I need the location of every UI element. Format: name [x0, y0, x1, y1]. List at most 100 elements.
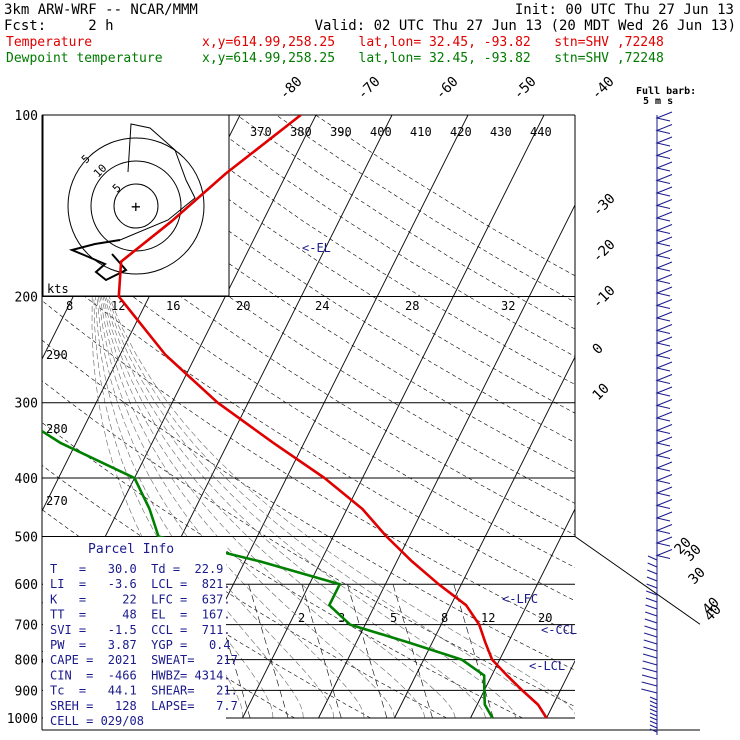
- moist-adiabat: [107, 296, 547, 719]
- wind-barb: [655, 374, 673, 384]
- wind-barb: [644, 618, 658, 624]
- temperature-tick: -80: [277, 74, 306, 103]
- parcel-row: CELL = 029/08: [50, 714, 144, 728]
- wind-barb: [642, 667, 658, 673]
- wind-barb: [655, 161, 673, 172]
- wind-barb: [655, 474, 673, 484]
- wind-barb: [655, 149, 673, 159]
- wind-barb: [645, 611, 658, 617]
- temperature-tick: -10: [590, 283, 619, 312]
- parcel-row: CAPE = 2021 SWEAT= 217: [50, 653, 238, 667]
- parcel-info-panel: Parcel Info T = 30.0 Td = 22.9LI = -3.6 L…: [43, 537, 238, 729]
- dry-adiabat: [42, 261, 575, 602]
- wind-barb: [649, 712, 658, 717]
- wind-barb: [641, 688, 658, 694]
- wind-barb: [655, 286, 673, 297]
- pressure-label: 700: [15, 619, 38, 634]
- theta-e-label: 380: [290, 125, 312, 139]
- wind-barb: [649, 724, 658, 729]
- moist-adiabat: [93, 296, 274, 719]
- dry-adiabat: [315, 115, 575, 277]
- pressure-tick-labels: 100 200 300 400 500 600 700 800 900 1000: [7, 109, 38, 727]
- theta-e-label: 430: [490, 125, 512, 139]
- wind-barb: [655, 349, 673, 359]
- mixing-ratio-line: [301, 584, 342, 719]
- temperature-location: x,y=614.99,258.25 lat,lon= 32.45, -93.82…: [202, 35, 664, 50]
- wind-barb: [655, 436, 673, 447]
- wind-barb: [655, 224, 673, 234]
- wind-barb: [655, 549, 673, 559]
- parcel-title: Parcel Info: [88, 542, 174, 557]
- wind-barb: [641, 681, 658, 687]
- right-axis-lower: [574, 536, 701, 625]
- wind-barb: [642, 653, 658, 659]
- isotherm: [242, 115, 545, 719]
- mixing-ratio-label: 20: [538, 611, 552, 625]
- wind-barb: [655, 486, 673, 497]
- level-labels: <-EL <-LFC <-CCL <-LCL: [302, 241, 577, 673]
- dry-adiabat: [42, 187, 575, 536]
- wind-barb: [655, 111, 673, 122]
- init-time: Init: 00 UTC Thu 27 Jun 13: [514, 2, 734, 18]
- parcel-row: Tc = 44.1 SHEAR= 21.: [50, 684, 238, 698]
- level-label: <-LCL: [529, 659, 565, 673]
- wind-barb: [655, 399, 673, 409]
- model-title: 3km ARW-WRF -- NCAR/MMM: [4, 2, 198, 18]
- windbarb-unit: 5 m s: [643, 96, 673, 107]
- temperature-tick: 10: [590, 381, 613, 404]
- pressure-label: 500: [15, 530, 38, 545]
- wind-barb: [647, 562, 658, 568]
- wind-barb: [644, 625, 658, 631]
- parcel-row: TT = 48 EL = 167.: [50, 608, 231, 622]
- isotherm: [0, 115, 12, 718]
- temperature-tick: -30: [590, 191, 619, 220]
- wind-barb: [643, 639, 658, 645]
- temperature-line: [117, 115, 548, 719]
- moist-adiabat: [108, 296, 575, 715]
- hodograph-ring: [67, 137, 205, 275]
- mixing-ratio-label: 2: [298, 611, 305, 625]
- theta-label: 280: [46, 422, 68, 436]
- dry-adiabat: [275, 115, 575, 303]
- theta-label: 290: [46, 348, 68, 362]
- wind-barb: [649, 708, 658, 713]
- wind-barb: [645, 597, 658, 603]
- theta-e-label: 420: [450, 125, 472, 139]
- temperature-tick: -50: [511, 74, 540, 103]
- parcel-row: T = 30.0 Td = 22.9: [50, 562, 223, 576]
- dry-adiabat: [42, 339, 575, 671]
- temperature-tick: 30: [686, 565, 709, 588]
- wind-barb: [655, 124, 673, 134]
- wind-barb: [655, 274, 673, 284]
- wind-barb: [655, 249, 673, 259]
- wind-barb: [647, 569, 658, 575]
- hodograph-unit: kts: [47, 282, 69, 296]
- wind-barb: [649, 716, 658, 721]
- wind-barb: [642, 660, 658, 666]
- wind-barb: [655, 136, 673, 147]
- wind-barb: [649, 704, 658, 709]
- pressure-label: 300: [15, 397, 38, 412]
- wind-barb: [655, 261, 673, 272]
- wind-barb: [655, 536, 673, 547]
- wind-barb: [645, 604, 658, 610]
- wind-barb: [649, 700, 658, 705]
- mixing-ratio-label: 12: [481, 611, 495, 625]
- wind-barb: [655, 386, 673, 397]
- hodograph-speed-label: 28: [405, 299, 419, 313]
- dry-adiabat: [42, 509, 371, 719]
- parcel-row: CIN = -466 HWBZ= 4314.: [50, 668, 231, 682]
- wind-barb: [647, 555, 658, 561]
- isotherm: [470, 507, 575, 719]
- theta-e-label: 400: [370, 125, 392, 139]
- dry-adiabat: [79, 115, 575, 443]
- temperature-tick: -20: [590, 237, 619, 266]
- moist-adiabat: [104, 296, 486, 719]
- hodograph-speed-label: 24: [315, 299, 329, 313]
- pressure-label: 400: [15, 472, 38, 487]
- wind-barb: [649, 696, 658, 701]
- pressure-label: 900: [15, 684, 38, 699]
